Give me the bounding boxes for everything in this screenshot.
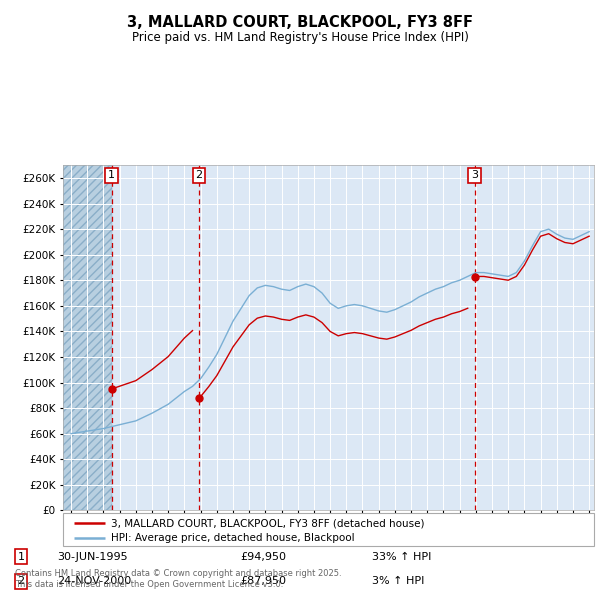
Text: 3: 3 [471, 171, 478, 181]
Text: HPI: Average price, detached house, Blackpool: HPI: Average price, detached house, Blac… [111, 533, 355, 543]
Text: £87,950: £87,950 [240, 576, 286, 586]
Text: 1: 1 [108, 171, 115, 181]
Text: Price paid vs. HM Land Registry's House Price Index (HPI): Price paid vs. HM Land Registry's House … [131, 31, 469, 44]
Text: 3, MALLARD COURT, BLACKPOOL, FY3 8FF (detached house): 3, MALLARD COURT, BLACKPOOL, FY3 8FF (de… [111, 518, 424, 528]
Bar [63, 165, 112, 510]
Text: Contains HM Land Registry data © Crown copyright and database right 2025.
This d: Contains HM Land Registry data © Crown c… [15, 569, 341, 589]
Text: 33% ↑ HPI: 33% ↑ HPI [372, 552, 431, 562]
Text: 24-NOV-2000: 24-NOV-2000 [57, 576, 131, 586]
Text: £94,950: £94,950 [240, 552, 286, 562]
Text: 2: 2 [196, 171, 203, 181]
Text: 30-JUN-1995: 30-JUN-1995 [57, 552, 128, 562]
Text: 2: 2 [17, 576, 25, 586]
Text: 3% ↑ HPI: 3% ↑ HPI [372, 576, 424, 586]
Text: 1: 1 [17, 552, 25, 562]
FancyBboxPatch shape [63, 513, 594, 546]
Text: 3, MALLARD COURT, BLACKPOOL, FY3 8FF: 3, MALLARD COURT, BLACKPOOL, FY3 8FF [127, 15, 473, 30]
Bar [63, 165, 112, 510]
